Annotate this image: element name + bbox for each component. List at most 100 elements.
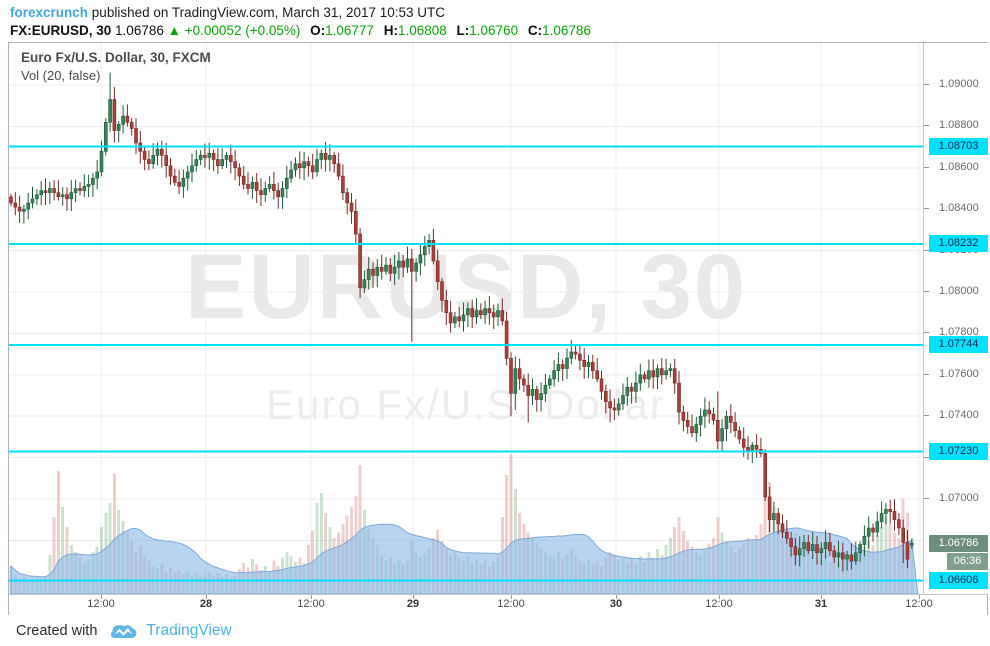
time-axis-label: 29 xyxy=(406,598,420,610)
last-price-tag: 1.06786 xyxy=(929,534,988,552)
candle-body xyxy=(595,370,600,380)
candle-body xyxy=(30,198,35,204)
price-axis-label: 1.07400 xyxy=(924,409,979,421)
price-chart-canvas[interactable] xyxy=(9,43,923,594)
candle-body xyxy=(569,351,574,359)
candle-body xyxy=(737,430,742,440)
candle-body xyxy=(776,513,781,525)
candle-body xyxy=(599,378,604,392)
candle-body xyxy=(13,202,18,208)
candle-body xyxy=(39,190,44,196)
candle-body xyxy=(698,415,703,425)
time-axis-tickmark xyxy=(413,595,414,599)
candle-body xyxy=(664,370,668,376)
candle-body xyxy=(224,155,229,160)
time-axis-tickmark xyxy=(821,595,822,599)
candle-body xyxy=(362,279,367,289)
candle-body xyxy=(52,188,56,193)
volume-bar xyxy=(319,493,323,594)
last-price-value: 1.06786 xyxy=(115,23,164,38)
candle-body xyxy=(875,521,880,533)
candle-body xyxy=(815,544,819,554)
candle-body xyxy=(116,124,121,131)
time-axis-label: 12:00 xyxy=(497,598,525,610)
candle-body xyxy=(353,211,358,235)
candle-body xyxy=(99,150,104,173)
published-text: published on TradingView.com, March 31, … xyxy=(91,5,446,20)
candle-body xyxy=(384,264,388,272)
candle-body xyxy=(802,542,806,549)
time-axis-label: 12:00 xyxy=(705,598,733,610)
candle-body xyxy=(26,202,31,210)
volume-bar xyxy=(315,503,319,594)
candle-body xyxy=(556,364,561,371)
candle-body xyxy=(276,190,281,198)
time-axis-label: 12:00 xyxy=(87,598,115,610)
candle-body xyxy=(254,182,259,191)
candle-body xyxy=(160,148,164,156)
time-axis-tickmark xyxy=(206,595,207,599)
candle-body xyxy=(65,194,69,200)
candle-body xyxy=(901,527,906,543)
candle-body xyxy=(884,509,888,514)
candle-body xyxy=(392,266,397,274)
candle-body xyxy=(121,115,125,125)
legend-symbol-title[interactable]: Euro Fx/U.S. Dollar, 30, FXCM xyxy=(21,50,211,65)
source-link[interactable]: forexcrunch xyxy=(10,5,89,20)
candle-body xyxy=(173,175,177,183)
time-axis-tickmark xyxy=(719,595,720,599)
candle-body xyxy=(754,444,759,450)
tradingview-logo-icon[interactable] xyxy=(111,623,138,640)
candle-body xyxy=(603,391,608,402)
candle-body xyxy=(319,153,324,160)
candle-body xyxy=(892,511,897,520)
candle-body xyxy=(302,161,306,169)
candle-body xyxy=(241,175,246,185)
candle-body xyxy=(845,554,849,560)
candle-body xyxy=(91,177,95,185)
candle-body xyxy=(177,182,181,187)
candle-body xyxy=(259,190,263,196)
created-with-text: Created with xyxy=(16,623,98,639)
candle-body xyxy=(784,531,789,539)
candle-body xyxy=(767,496,772,520)
candle-body xyxy=(530,388,535,396)
price-axis[interactable]: 1.090001.088001.086001.084001.082001.080… xyxy=(923,43,988,594)
candle-body xyxy=(858,544,862,554)
candle-body xyxy=(371,268,375,276)
candle-body xyxy=(108,99,112,123)
tradingview-link[interactable]: TradingView xyxy=(146,622,232,639)
volume-bar xyxy=(358,465,362,594)
candle-body xyxy=(629,386,634,392)
candle-body xyxy=(888,509,893,512)
candle-body xyxy=(142,150,147,160)
candle-body xyxy=(444,299,449,313)
candle-body xyxy=(681,411,686,421)
time-axis[interactable]: 12:00 28 12:00 29 12:00 30 12:00 31 12:00 xyxy=(9,594,987,615)
chart-plot-area[interactable]: EURUSD, 30 Euro Fx/U.S. Dollar Euro Fx/U… xyxy=(9,43,923,594)
candle-body xyxy=(634,382,638,392)
candle-body xyxy=(590,362,595,371)
candle-body xyxy=(341,175,345,194)
chart-legend: Euro Fx/U.S. Dollar, 30, FXCM Vol (20, f… xyxy=(21,49,211,85)
candle-body xyxy=(565,357,569,369)
candle-body xyxy=(793,546,798,556)
candle-body xyxy=(9,196,13,204)
time-axis-tickmark xyxy=(101,595,102,599)
symbol-name[interactable]: FX:EURUSD, 30 xyxy=(10,23,112,38)
open-label: O: xyxy=(310,23,326,38)
candle-body xyxy=(237,167,242,177)
price-axis-label: 1.08600 xyxy=(924,161,979,173)
candle-body xyxy=(806,542,811,552)
candle-body xyxy=(625,386,630,396)
candle-body xyxy=(522,378,526,386)
candle-body xyxy=(129,122,134,129)
legend-volume-indicator[interactable]: Vol (20, false) xyxy=(21,68,101,83)
candle-body xyxy=(487,308,492,314)
time-axis-tickmark xyxy=(919,595,920,599)
candle-body xyxy=(612,407,617,411)
time-axis-label: 31 xyxy=(814,598,828,610)
candle-body xyxy=(552,370,556,380)
candle-body xyxy=(453,316,457,324)
volume-bar xyxy=(61,507,65,594)
